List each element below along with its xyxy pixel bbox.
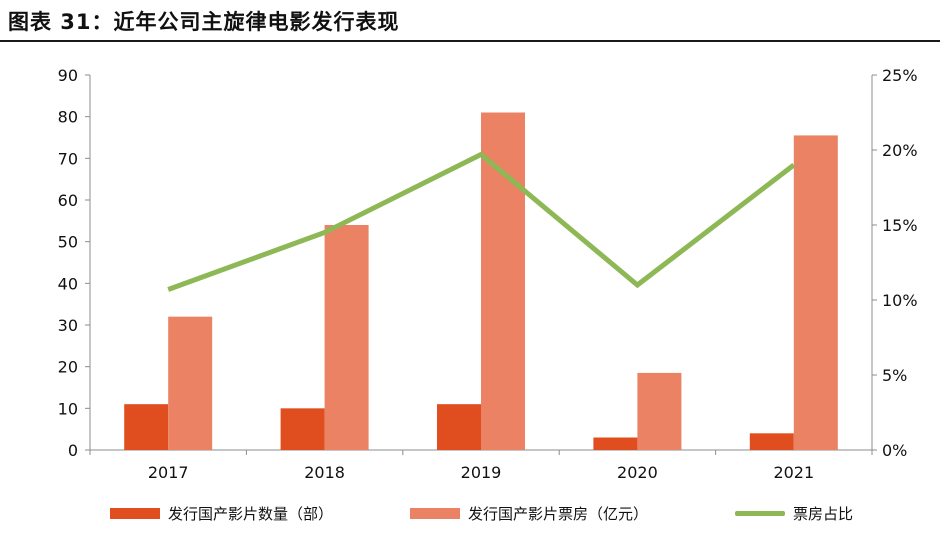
x-tick-label: 2021 [773, 463, 814, 482]
x-tick-label: 2019 [461, 463, 502, 482]
bar-boxoffice [168, 316, 213, 450]
bar-count [437, 404, 481, 450]
legend-label-boxoffice: 发行国产影片票房（亿元） [468, 504, 649, 523]
bar-boxoffice [793, 135, 838, 450]
x-tick-label: 2017 [148, 463, 189, 482]
y-axis-right: 0% 5% 10% 15% 20% 25% [872, 66, 918, 460]
title-divider [0, 40, 940, 42]
y-left-tick-label: 40 [58, 274, 78, 293]
chart-title: 图表 31：近年公司主旋律电影发行表现 [8, 10, 400, 34]
bar-count [124, 404, 169, 450]
legend-item-boxoffice: 发行国产影片票房（亿元） [410, 498, 648, 528]
y-left-tick-label: 80 [58, 108, 78, 127]
bar-boxoffice [324, 225, 369, 450]
legend-label-count: 发行国产影片数量（部） [168, 504, 334, 523]
y-left-tick-label: 60 [58, 191, 78, 210]
bar-count [593, 437, 638, 450]
y-right-tick-label: 5% [882, 366, 907, 385]
x-tick-label: 2018 [304, 463, 345, 482]
x-tick-label: 2020 [617, 463, 658, 482]
bar-boxoffice [637, 372, 682, 450]
legend-item-count: 发行国产影片数量（部） [110, 498, 333, 528]
y-left-tick-label: 0 [68, 441, 78, 460]
y-axis-left: 0 10 20 30 40 50 60 70 80 90 [58, 66, 90, 460]
title-bar: 图表 31：近年公司主旋律电影发行表现 [0, 0, 940, 44]
y-left-tick-label: 30 [58, 316, 78, 335]
y-left-tick-label: 20 [58, 358, 78, 377]
legend-item-share: 票房占比 [735, 498, 853, 528]
y-right-tick-label: 15% [882, 216, 918, 235]
legend-swatch-boxoffice [410, 507, 460, 519]
x-axis: 2017 2018 2019 2020 2021 [89, 450, 873, 482]
line-series [167, 151, 796, 292]
combo-chart: 0 10 20 30 40 50 60 70 80 90 0% 5% 10% 15% 20% 25% 201… [58, 66, 918, 482]
y-left-tick-label: 90 [58, 66, 78, 85]
y-right-tick-label: 20% [882, 141, 918, 160]
y-right-tick-label: 10% [882, 291, 918, 310]
y-left-tick-label: 50 [58, 233, 78, 252]
legend-swatch-count [110, 507, 160, 519]
bar-series [124, 112, 838, 450]
y-left-tick-label: 70 [58, 149, 78, 168]
y-left-tick-label: 10 [58, 399, 78, 418]
legend-label-share: 票房占比 [793, 504, 854, 523]
bar-boxoffice [481, 112, 525, 450]
legend-swatch-share [735, 510, 785, 516]
bar-count [749, 433, 794, 450]
bar-count [280, 408, 325, 450]
legend: 发行国产影片数量（部） 发行国产影片票房（亿元） 票房占比 [0, 498, 940, 528]
y-right-tick-label: 0% [882, 441, 907, 460]
y-right-tick-label: 25% [882, 66, 918, 85]
